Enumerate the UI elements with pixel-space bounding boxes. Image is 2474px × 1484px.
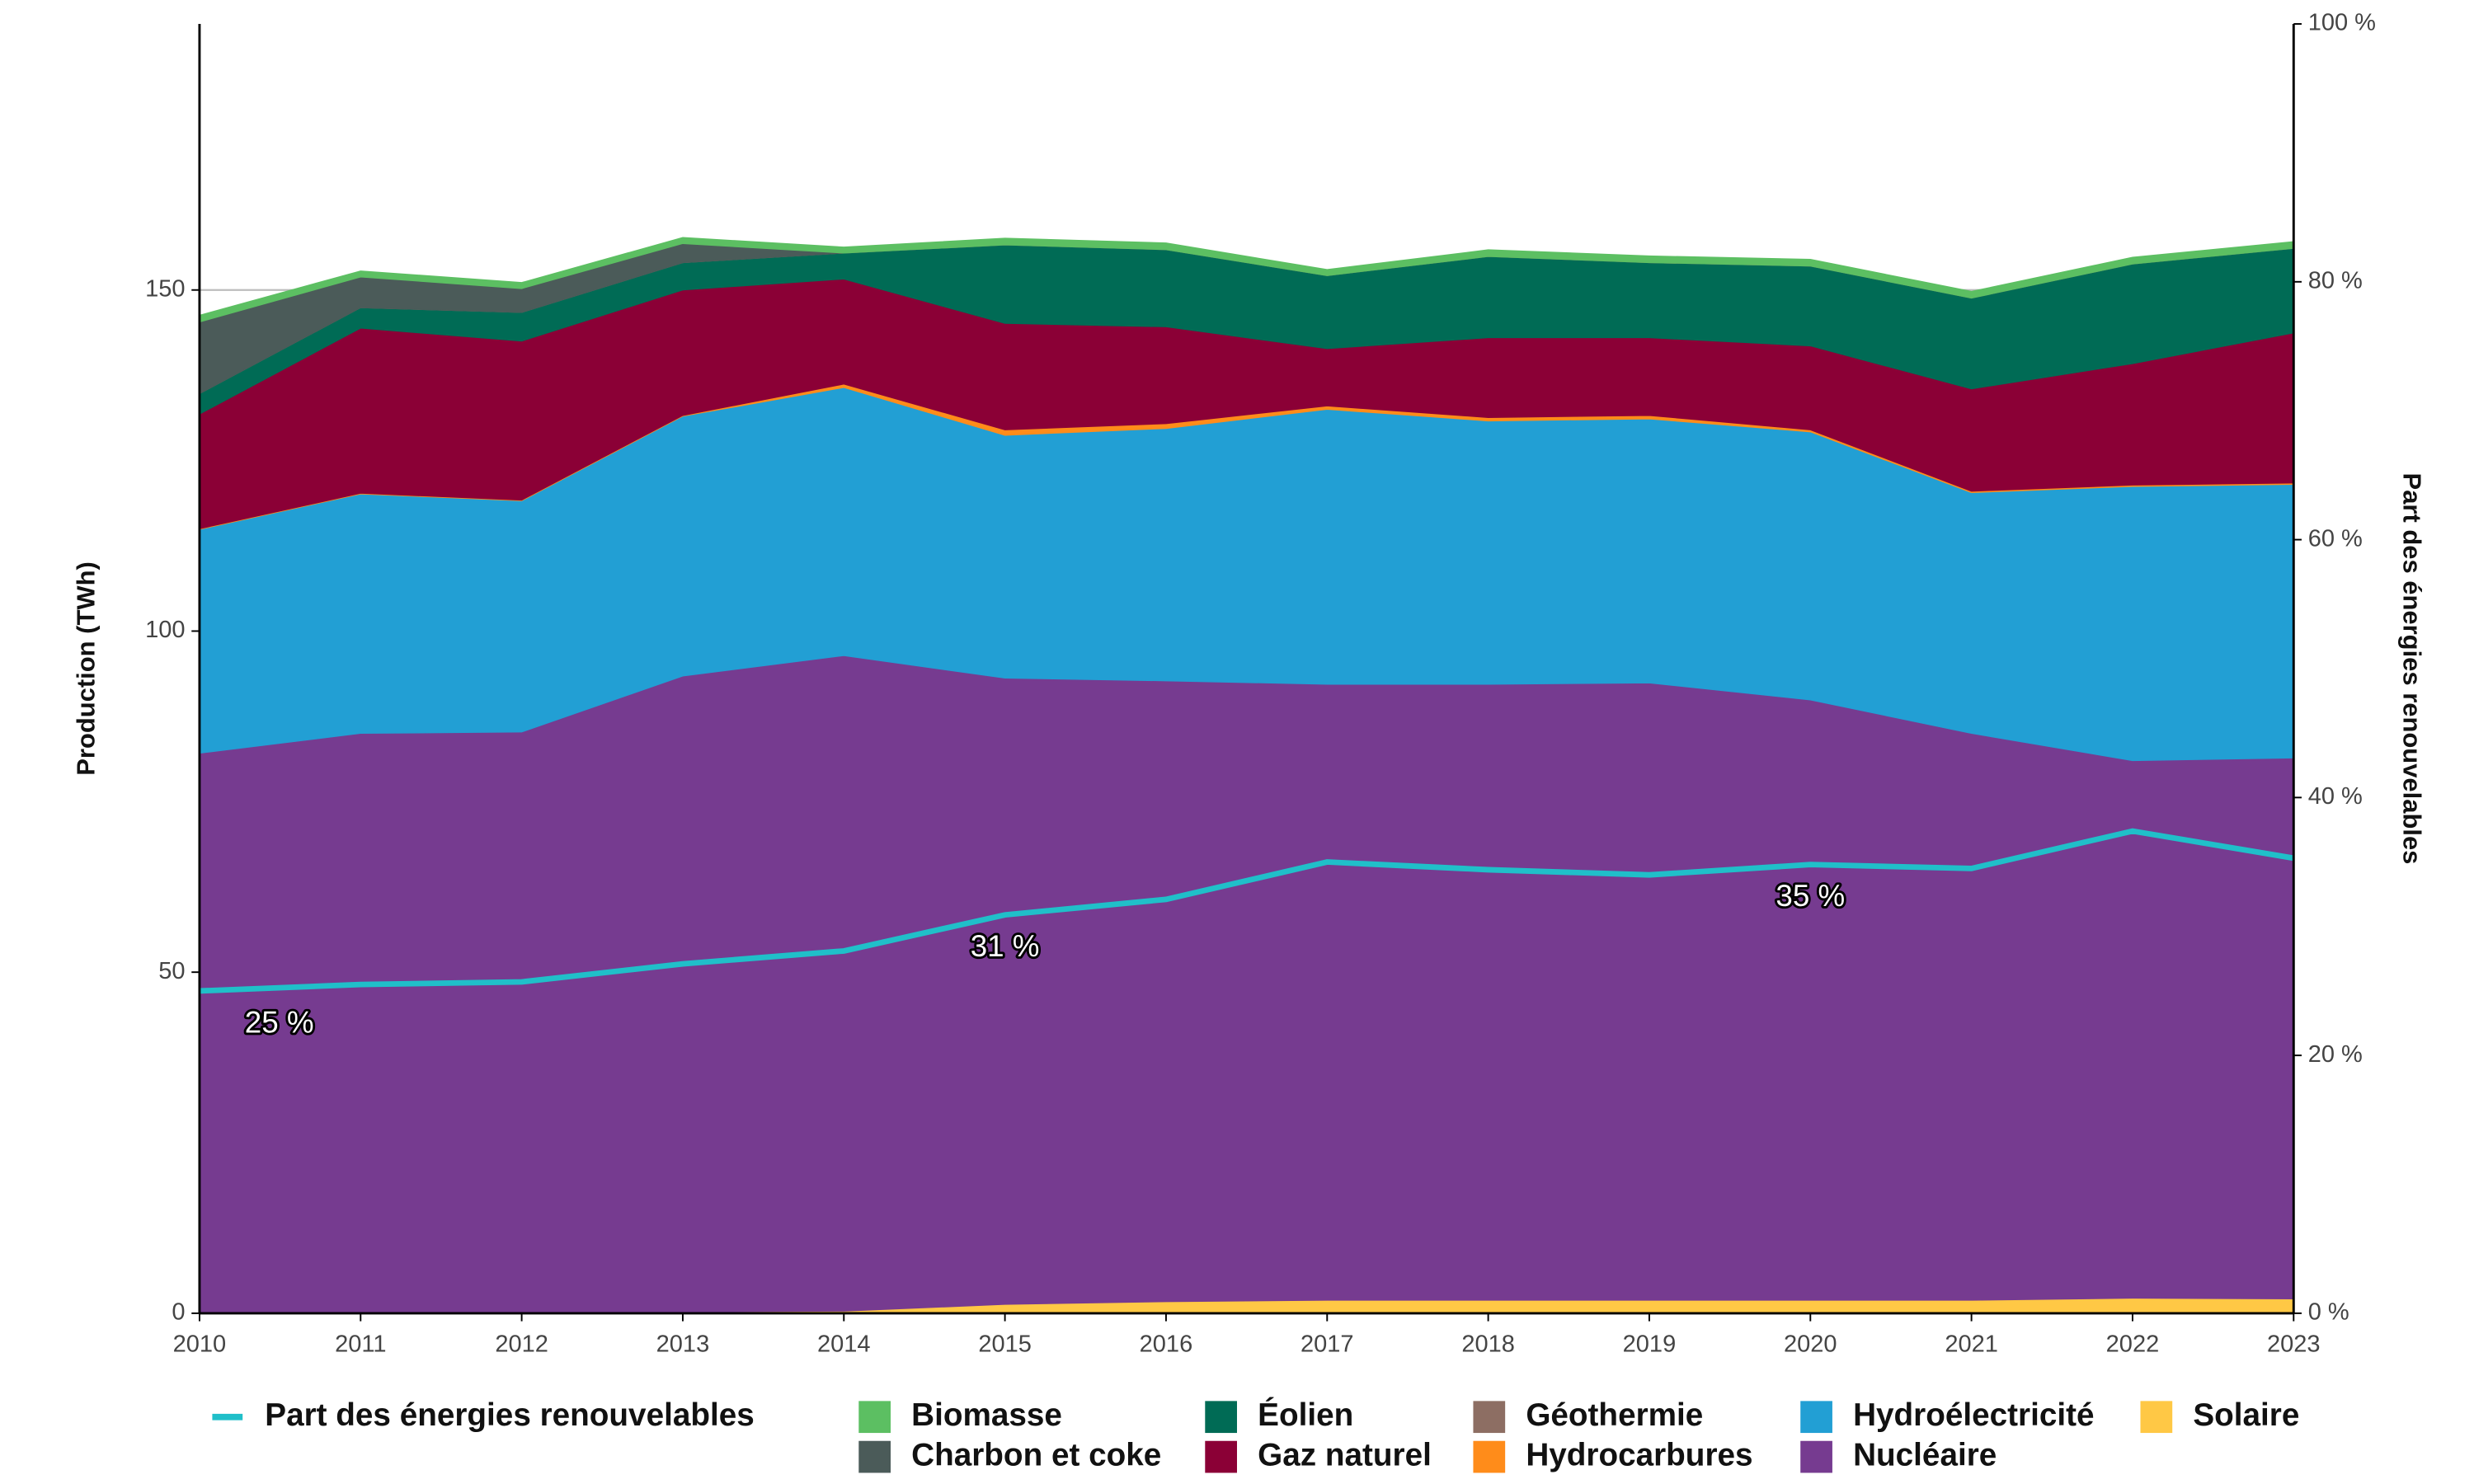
legend-swatch bbox=[2140, 1401, 2173, 1434]
x-tick-label: 2013 bbox=[656, 1331, 710, 1357]
legend: Part des énergies renouvelables Biomasse C… bbox=[212, 1397, 2299, 1473]
y2-tick-label: 40 % bbox=[2308, 783, 2363, 810]
legend-label: Hydrocarbures bbox=[1526, 1437, 1752, 1472]
legend-label: Solaire bbox=[2193, 1397, 2299, 1433]
y2-tick-label: 20 % bbox=[2308, 1041, 2363, 1068]
x-tick-label: 2015 bbox=[978, 1331, 1032, 1357]
x-tick-label: 2019 bbox=[1623, 1331, 1677, 1357]
y-axis-title: Production (TWh) bbox=[72, 561, 101, 776]
line bbox=[199, 828, 2294, 994]
data-label: 25 % bbox=[245, 1005, 314, 1039]
x-tick-label: 2022 bbox=[2106, 1331, 2160, 1357]
legend-swatch bbox=[858, 1401, 891, 1434]
legend-label: Biomasse bbox=[911, 1397, 1062, 1433]
x-tick-label: 2016 bbox=[1140, 1331, 1193, 1357]
data-label: 35 % bbox=[1776, 879, 1845, 913]
y2-tick-label: 100 % bbox=[2308, 10, 2376, 36]
x-tick-label: 2010 bbox=[173, 1331, 227, 1357]
legend-label: Part des énergies renouvelables bbox=[265, 1397, 754, 1433]
y-tick-label: 150 bbox=[145, 275, 185, 302]
legend-label: Nucléaire bbox=[1853, 1437, 1997, 1472]
x-tick-label: 2017 bbox=[1300, 1331, 1354, 1357]
legend-label: Éolien bbox=[1258, 1397, 1353, 1433]
legend-swatch bbox=[1205, 1440, 1237, 1473]
legend-swatch bbox=[1205, 1401, 1237, 1434]
legend-label: Gaz naturel bbox=[1258, 1437, 1432, 1472]
x-tick-label: 2023 bbox=[2267, 1331, 2321, 1357]
x-tick-label: 2018 bbox=[1461, 1331, 1515, 1357]
y-tick-label: 0 bbox=[172, 1299, 185, 1326]
x-tick-label: 2020 bbox=[1784, 1331, 1837, 1357]
legend-swatch bbox=[1800, 1440, 1832, 1473]
y2-tick-label: 60 % bbox=[2308, 525, 2363, 552]
y2-tick-label: 80 % bbox=[2308, 267, 2363, 294]
legend-label: Charbon et coke bbox=[911, 1437, 1161, 1472]
x-tick-label: 2011 bbox=[335, 1331, 386, 1357]
y2-tick-label: 0 % bbox=[2308, 1299, 2349, 1326]
x-tick-label: 2021 bbox=[1945, 1331, 1998, 1357]
legend-label: Géothermie bbox=[1526, 1397, 1703, 1433]
legend-label: Hydroélectricité bbox=[1853, 1397, 2094, 1433]
legend-swatch bbox=[1800, 1401, 1832, 1434]
legend-swatch bbox=[1473, 1440, 1506, 1473]
y-tick-label: 100 bbox=[145, 617, 185, 643]
data-label: 31 % bbox=[971, 929, 1040, 963]
legend-swatch bbox=[858, 1440, 891, 1473]
x-tick-label: 2012 bbox=[495, 1331, 548, 1357]
x-tick-label: 2014 bbox=[817, 1331, 871, 1357]
legend-swatch bbox=[1473, 1401, 1506, 1434]
y2-axis-title: Part des énergies renouvelables bbox=[2397, 473, 2426, 865]
y-tick-label: 50 bbox=[158, 958, 185, 984]
